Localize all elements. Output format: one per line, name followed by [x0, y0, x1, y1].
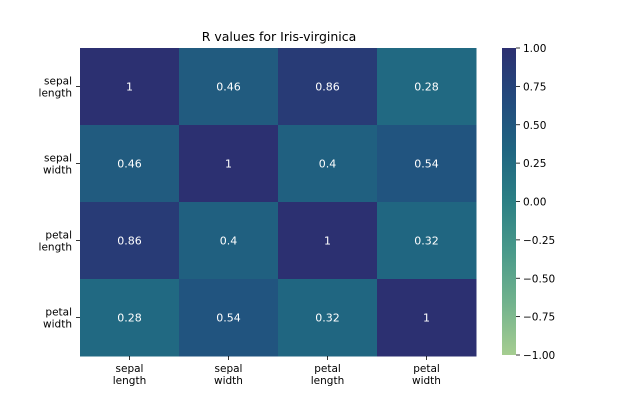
- heatmap-cell: [80, 279, 180, 357]
- heatmap-cell: [278, 48, 378, 126]
- heatmap-cell: [179, 202, 279, 280]
- colorbar-tick-label: −0.25: [523, 235, 555, 247]
- heatmap-cell: [179, 279, 279, 357]
- colorbar-tick-label: 0.75: [523, 81, 546, 93]
- cell-value-label: 0.4: [319, 158, 337, 171]
- heatmap-cell: [80, 48, 180, 126]
- heatmap-cell: [377, 125, 477, 203]
- column-labels: sepal length sepal width petal length petal wid…: [113, 356, 441, 387]
- colorbar-tick-label: 1.00: [523, 43, 546, 55]
- cell-value-label: 0.28: [414, 81, 439, 94]
- cell-value-label: 0.32: [315, 312, 340, 325]
- heatmap-cell: [80, 202, 180, 280]
- cell-value-label: 0.54: [216, 312, 241, 325]
- heatmap-cell: [179, 125, 279, 203]
- cell-value-label: 0.46: [117, 158, 142, 171]
- heatmap-cell: [278, 202, 378, 280]
- chart-title: R values for Iris-virginica: [202, 29, 357, 44]
- cell-value-label: 0.86: [117, 235, 142, 248]
- colorbar-tick-label: −1.00: [523, 350, 555, 362]
- column-label: petal length: [311, 363, 344, 387]
- cell-value-label: 0.4: [220, 235, 238, 248]
- heatmap-cells: 1 0.46 0.86 0.28 0.46 1 0.4 0.54 0.86 0.4 1 0.32 0.2…: [80, 48, 477, 357]
- colorbar-tick-label: −0.50: [523, 273, 555, 285]
- row-label: sepal length: [39, 76, 72, 100]
- row-label: sepal width: [43, 153, 72, 177]
- row-labels: sepal length sepal width petal length petal wid…: [39, 76, 80, 331]
- heatmap-cell: [179, 48, 279, 126]
- heatmap-cell: [278, 125, 378, 203]
- cell-value-label: 0.46: [216, 81, 241, 94]
- heatmap-cell: [377, 202, 477, 280]
- row-label: petal length: [39, 230, 72, 254]
- column-label: petal width: [412, 363, 441, 387]
- column-label: sepal length: [113, 363, 146, 387]
- heatmap-cell: [278, 279, 378, 357]
- colorbar-tick-label: 0.25: [523, 158, 546, 170]
- column-label: sepal width: [214, 363, 243, 387]
- cell-value-label: 1: [126, 81, 133, 94]
- heatmap-cell: [80, 125, 180, 203]
- colorbar-tick-label: 0.50: [523, 120, 546, 132]
- cell-value-label: 1: [423, 312, 430, 325]
- colorbar-gradient: [502, 48, 516, 355]
- cell-value-label: 0.54: [414, 158, 439, 171]
- colorbar-tick-label: −0.75: [523, 312, 555, 324]
- heatmap-cell: [377, 279, 477, 357]
- cell-value-label: 0.86: [315, 81, 340, 94]
- cell-value-label: 0.32: [414, 235, 439, 248]
- cell-value-label: 0.28: [117, 312, 142, 325]
- row-label: petal width: [43, 307, 72, 331]
- cell-value-label: 1: [324, 235, 331, 248]
- colorbar: 1.00 0.75 0.50 0.25 0.00 −0.25 −0.50 −0.75 −1.00: [502, 43, 555, 362]
- cell-value-label: 1: [225, 158, 232, 171]
- colorbar-tick-label: 0.00: [523, 197, 546, 209]
- heatmap-cell: [377, 48, 477, 126]
